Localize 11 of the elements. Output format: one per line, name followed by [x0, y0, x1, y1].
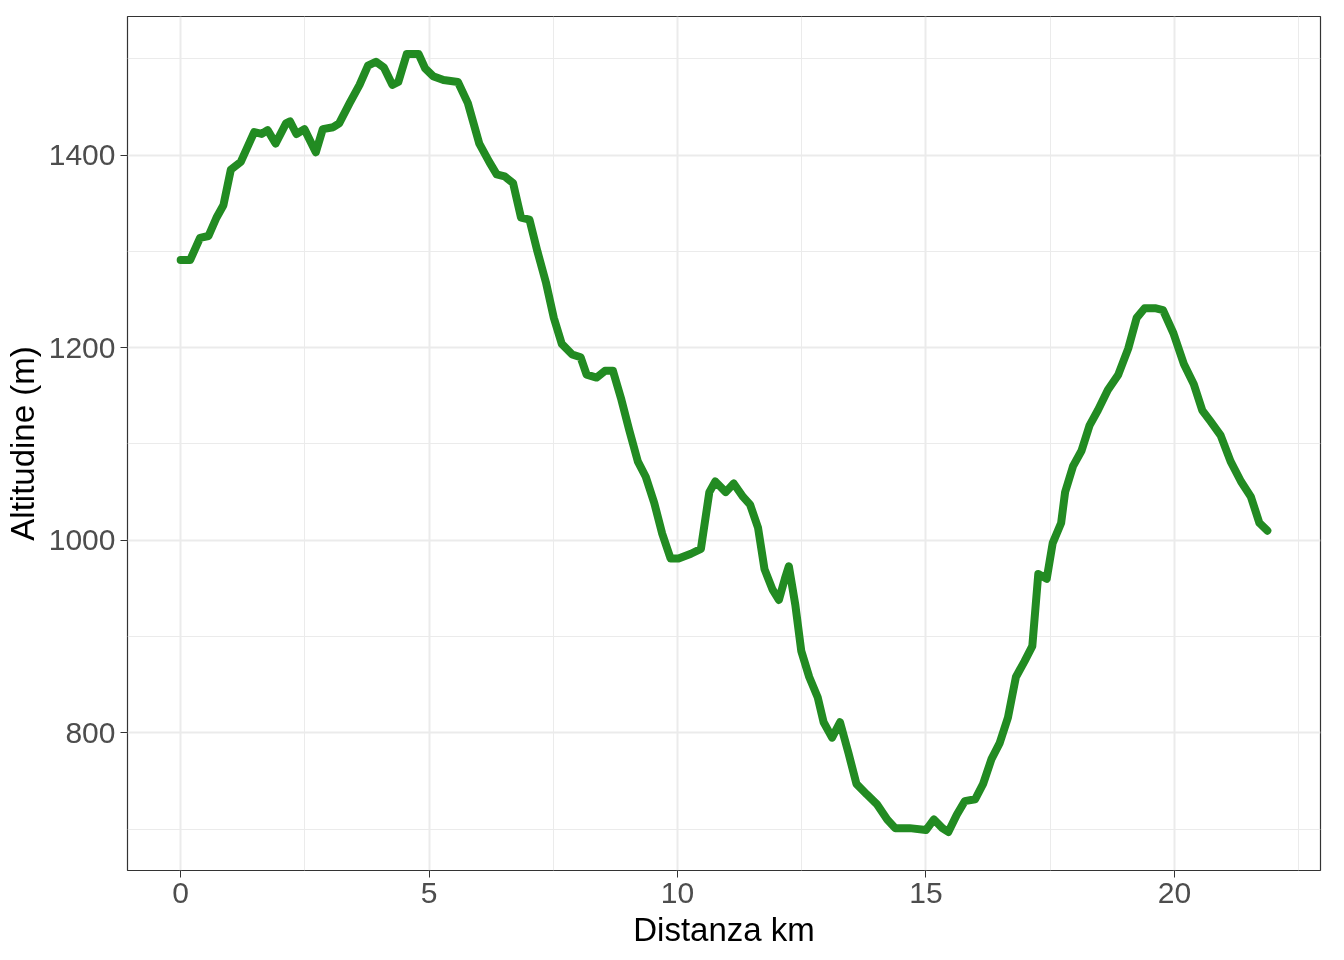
y-tick-label: 1400	[48, 138, 116, 172]
y-tick-label: 1000	[48, 523, 116, 557]
x-axis-title: Distanza km	[633, 910, 815, 948]
x-tick-label: 0	[172, 875, 190, 909]
y-tick-label: 1200	[48, 330, 116, 364]
y-axis-title: Altitudine (m)	[3, 346, 41, 541]
x-tick-label: 5	[420, 875, 438, 909]
y-tick-label: 800	[65, 715, 116, 749]
x-tick-label: 15	[909, 875, 943, 909]
x-tick-label: 20	[1157, 875, 1192, 909]
x-tick-label: 10	[660, 875, 695, 909]
